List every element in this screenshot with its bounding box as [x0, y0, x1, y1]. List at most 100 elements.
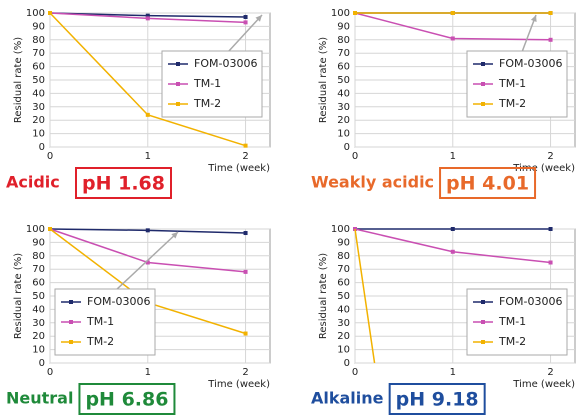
- x-tick-label: 1: [145, 151, 151, 162]
- ph-label: pH 9.18: [396, 389, 479, 411]
- y-tick-label: 70: [337, 264, 350, 275]
- x-axis-label: Time (week): [512, 163, 575, 174]
- legend-swatch-marker: [176, 62, 180, 66]
- series-line: [354, 228, 376, 364]
- y-tick-label: 60: [32, 62, 45, 73]
- y-tick-label: 60: [337, 278, 350, 289]
- point: [243, 15, 248, 20]
- y-tick-label: 10: [337, 129, 350, 140]
- pointer-arrow: [227, 14, 263, 53]
- y-tick-label: 60: [32, 278, 45, 289]
- legend-label: TM-1: [498, 315, 526, 328]
- y-tick-label: 30: [337, 102, 350, 113]
- legend-label: TM-1: [193, 77, 221, 90]
- point: [243, 231, 248, 236]
- x-tick-label: 2: [242, 151, 248, 162]
- point: [48, 227, 52, 231]
- y-tick-label: 30: [337, 318, 350, 329]
- point: [145, 16, 150, 21]
- legend-swatch-marker: [69, 320, 73, 324]
- y-tick-label: 80: [337, 251, 350, 262]
- legend-label: FOM-03006: [194, 57, 257, 70]
- y-tick-label: 80: [32, 35, 45, 46]
- y-tick-label: 90: [32, 237, 45, 248]
- legend-label: TM-2: [193, 97, 221, 110]
- y-tick-label: 100: [331, 224, 350, 235]
- legend-swatch-marker: [69, 340, 73, 344]
- legend-label: TM-2: [498, 335, 526, 348]
- point: [450, 227, 455, 231]
- y-tick-label: 30: [32, 318, 45, 329]
- y-tick-label: 40: [32, 304, 45, 315]
- condition-label: Alkaline: [311, 389, 384, 408]
- point: [353, 11, 357, 15]
- y-tick-label: 10: [337, 345, 350, 356]
- pointer-arrowhead: [255, 15, 262, 22]
- point: [450, 11, 455, 15]
- condition-label: Acidic: [6, 173, 60, 192]
- x-tick-label: 0: [47, 151, 53, 162]
- y-tick-label: 50: [337, 291, 350, 302]
- x-tick-label: 0: [352, 367, 358, 378]
- y-tick-label: 0: [344, 142, 350, 153]
- x-tick-label: 0: [47, 367, 53, 378]
- legend-swatch-marker: [481, 300, 485, 304]
- y-tick-label: 0: [39, 142, 45, 153]
- legend-label: TM-2: [86, 335, 114, 348]
- y-tick-label: 90: [337, 237, 350, 248]
- y-axis-label: Residual rate (%): [13, 253, 24, 339]
- y-tick-label: 30: [32, 102, 45, 113]
- point: [548, 227, 553, 231]
- point: [450, 249, 455, 254]
- point: [548, 11, 553, 15]
- x-tick-label: 2: [547, 367, 553, 378]
- condition-label: Neutral: [6, 389, 73, 408]
- pointer-arrowhead: [530, 15, 537, 22]
- y-tick-label: 70: [337, 48, 350, 59]
- y-tick-label: 50: [32, 291, 45, 302]
- legend-label: TM-2: [498, 97, 526, 110]
- ph-box: [439, 167, 537, 199]
- ph-box: [388, 383, 486, 415]
- y-tick-label: 0: [39, 358, 45, 369]
- ph-box: [78, 383, 176, 415]
- y-tick-label: 40: [337, 304, 350, 315]
- point: [145, 260, 150, 265]
- y-tick-label: 100: [331, 8, 350, 19]
- y-tick-label: 70: [32, 48, 45, 59]
- legend-swatch-marker: [481, 82, 485, 86]
- y-tick-label: 20: [337, 331, 350, 342]
- y-tick-label: 80: [32, 251, 45, 262]
- legend-swatch-marker: [481, 340, 485, 344]
- legend-label: FOM-03006: [499, 57, 562, 70]
- x-axis-label: Time (week): [207, 379, 270, 390]
- point: [145, 228, 150, 233]
- legend-swatch-marker: [481, 102, 485, 106]
- legend-label: FOM-03006: [499, 295, 562, 308]
- ph-label: pH 4.01: [446, 173, 529, 195]
- y-tick-label: 40: [32, 88, 45, 99]
- x-tick-label: 1: [450, 367, 456, 378]
- y-axis-label: Residual rate (%): [13, 37, 24, 123]
- ph-box: [75, 167, 172, 199]
- y-axis-label: Residual rate (%): [318, 37, 329, 123]
- y-tick-label: 70: [32, 264, 45, 275]
- x-tick-label: 1: [145, 367, 151, 378]
- legend-swatch-marker: [176, 102, 180, 106]
- y-tick-label: 10: [32, 345, 45, 356]
- y-tick-label: 50: [337, 75, 350, 86]
- point: [145, 13, 150, 18]
- legend-label: TM-1: [86, 315, 114, 328]
- y-tick-label: 10: [32, 129, 45, 140]
- pointer-arrowhead: [171, 232, 178, 239]
- y-tick-label: 20: [32, 115, 45, 126]
- ph-label: pH 1.68: [82, 173, 165, 195]
- point: [548, 260, 553, 265]
- pointer-arrow: [521, 14, 537, 53]
- x-tick-label: 0: [352, 151, 358, 162]
- point: [243, 269, 248, 274]
- y-tick-label: 60: [337, 62, 350, 73]
- x-tick-label: 2: [547, 151, 553, 162]
- x-tick-label: 1: [450, 151, 456, 162]
